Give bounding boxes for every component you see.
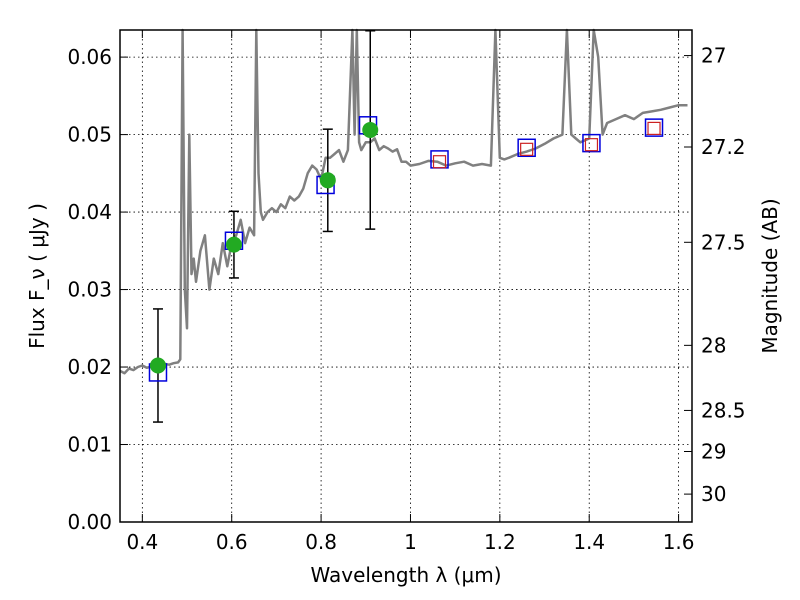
right-tick-label: 30 — [701, 482, 726, 506]
y-tick-label: 0.00 — [67, 510, 112, 534]
y-tick-labels: 0.00 0.01 0.02 0.03 0.04 0.05 0.06 — [67, 45, 112, 534]
grid-lines — [120, 30, 692, 523]
spectrum-line — [119, 28, 688, 375]
model-square — [644, 118, 664, 137]
y-tick-label: 0.02 — [67, 355, 112, 379]
model-small-square — [520, 142, 534, 156]
y-tick-label: 0.03 — [67, 278, 112, 302]
y-tick-label: 0.04 — [67, 200, 112, 224]
right-tick-labels: 27 27.2 27.5 28 28.5 29 30 — [701, 44, 746, 507]
observed-point — [149, 357, 166, 374]
model-small-square — [647, 121, 661, 136]
y-tick-label: 0.05 — [67, 123, 112, 147]
right-tick-label: 29 — [701, 439, 726, 463]
x-tick-label: 0.4 — [126, 530, 158, 554]
right-tick-label: 28.5 — [701, 398, 746, 422]
right-tick-label: 28 — [701, 333, 726, 357]
y-tick-label: 0.01 — [67, 433, 112, 457]
x-tick-label: 1.2 — [484, 530, 516, 554]
tick-marks — [120, 30, 692, 523]
right-tick-label: 27 — [701, 44, 726, 68]
x-tick-label: 1.6 — [663, 530, 695, 554]
spectrum-layer — [119, 28, 688, 375]
x-tick-label: 1 — [404, 530, 417, 554]
x-tick-label: 1.4 — [573, 530, 605, 554]
right-axis-label: Magnitude (AB) — [758, 198, 782, 353]
x-axis-label: Wavelength λ (μm) — [310, 563, 501, 587]
right-tick-label: 27.2 — [701, 135, 746, 159]
model-small-square — [584, 138, 599, 152]
right-tick-label: 27.5 — [701, 230, 746, 254]
y-tick-label: 0.06 — [67, 45, 112, 69]
points-layer — [148, 30, 664, 423]
model-small-square — [432, 155, 447, 169]
model-square — [582, 133, 601, 153]
model-square — [517, 138, 536, 158]
observed-point — [225, 236, 242, 253]
observed-point — [319, 172, 336, 189]
x-tick-labels: 0.4 0.6 0.8 1 1.2 1.4 1.6 — [126, 530, 694, 554]
plot-frame — [119, 29, 693, 523]
x-tick-label: 0.8 — [305, 530, 337, 554]
y-axis-label: Flux F_ν ( μJy ) — [25, 203, 49, 349]
x-tick-label: 0.6 — [216, 530, 248, 554]
observed-point — [362, 121, 379, 138]
